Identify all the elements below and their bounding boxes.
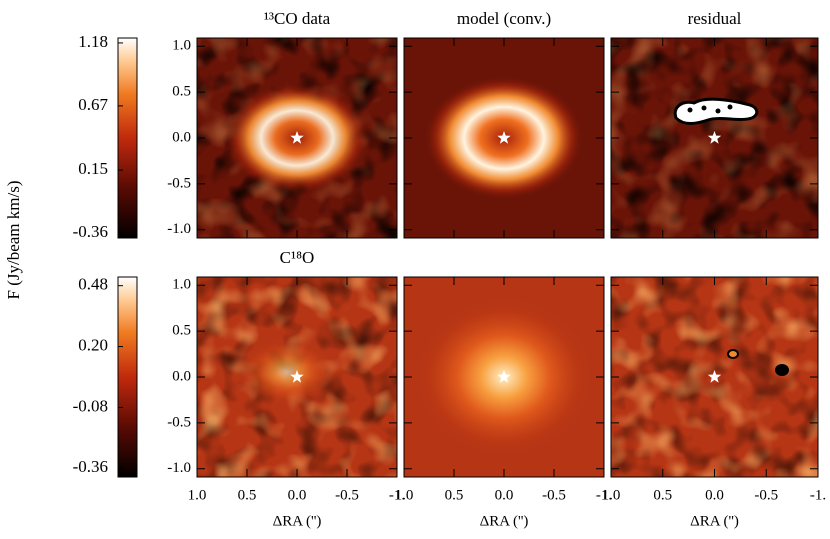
colorbar-tick-label: -0.36 [73,457,108,476]
residual-spot [775,364,789,376]
star-marker [290,131,304,144]
star-marker [290,370,304,383]
x-tick-label: 0.5 [445,487,464,503]
x-tick-label: 0.0 [495,487,514,503]
x-tick-label: 0.0 [705,487,724,503]
x-tick-label: 1.0 [602,487,621,503]
panel-title: ¹³CO data [264,9,331,28]
colorbar [117,37,138,239]
colorbar-tick-label: -0.08 [73,396,108,415]
colorbar-tick-label: 0.15 [78,159,108,178]
colorbar-tick-label: 0.48 [78,275,108,294]
colorbar-tick-label: 0.20 [78,335,108,354]
x-tick-label: -1. [596,487,612,503]
x-tick-label: -1. [810,487,826,503]
panel [403,276,605,478]
x-tick-label: 0.5 [653,487,672,503]
x-tick-label: -1. [389,487,405,503]
x-axis-label: ΔRA ('') [690,513,739,529]
emission [237,337,337,407]
panel-title: C¹⁸O [280,248,315,267]
y-tick-label: 1.0 [172,38,191,54]
star-marker [707,370,722,383]
x-tick-label: 0.5 [238,487,257,503]
residual-spot [701,105,707,111]
y-tick-label: 0.5 [172,84,191,100]
star-marker [707,131,722,144]
colorbar-tick-label: 0.67 [78,95,108,114]
y-tick-label: 0.5 [172,323,191,339]
residual-spot [727,104,733,110]
y-tick-label: 0.0 [172,129,191,145]
y-tick-label: 1.0 [172,277,191,293]
panel-title: model (conv.) [457,9,551,28]
residual-spot [687,107,693,113]
panel [196,37,398,239]
y-tick-label: 0.0 [172,368,191,384]
y-tick-label: -0.5 [167,175,191,191]
x-tick-label: -0.5 [754,487,778,503]
y-tick-label: -1.0 [167,460,191,476]
y-tick-label: -0.5 [167,414,191,430]
panel [403,37,605,239]
x-axis-label: ΔRA ('') [273,513,322,529]
panel-title: residual [688,9,742,28]
x-tick-label: 0.0 [288,487,307,503]
colorbar-tick-label: -0.36 [73,222,108,241]
x-tick-label: 1.0 [395,487,414,503]
colorbar-tick-label: 1.18 [78,32,108,51]
star-marker [497,370,511,383]
x-tick-label: 1.0 [188,487,207,503]
star-marker [497,131,511,144]
panel [610,276,819,478]
residual-contour [727,349,739,359]
x-tick-label: -0.5 [335,487,359,503]
residual-spot [715,108,721,114]
colorbar-label: F (Jy/beam km/s) [4,181,23,300]
y-tick-label: -1.0 [167,221,191,237]
x-axis-label: ΔRA ('') [480,513,529,529]
x-tick-label: -0.5 [542,487,566,503]
panel [610,37,819,239]
panel [196,276,398,478]
colorbar [117,276,138,478]
